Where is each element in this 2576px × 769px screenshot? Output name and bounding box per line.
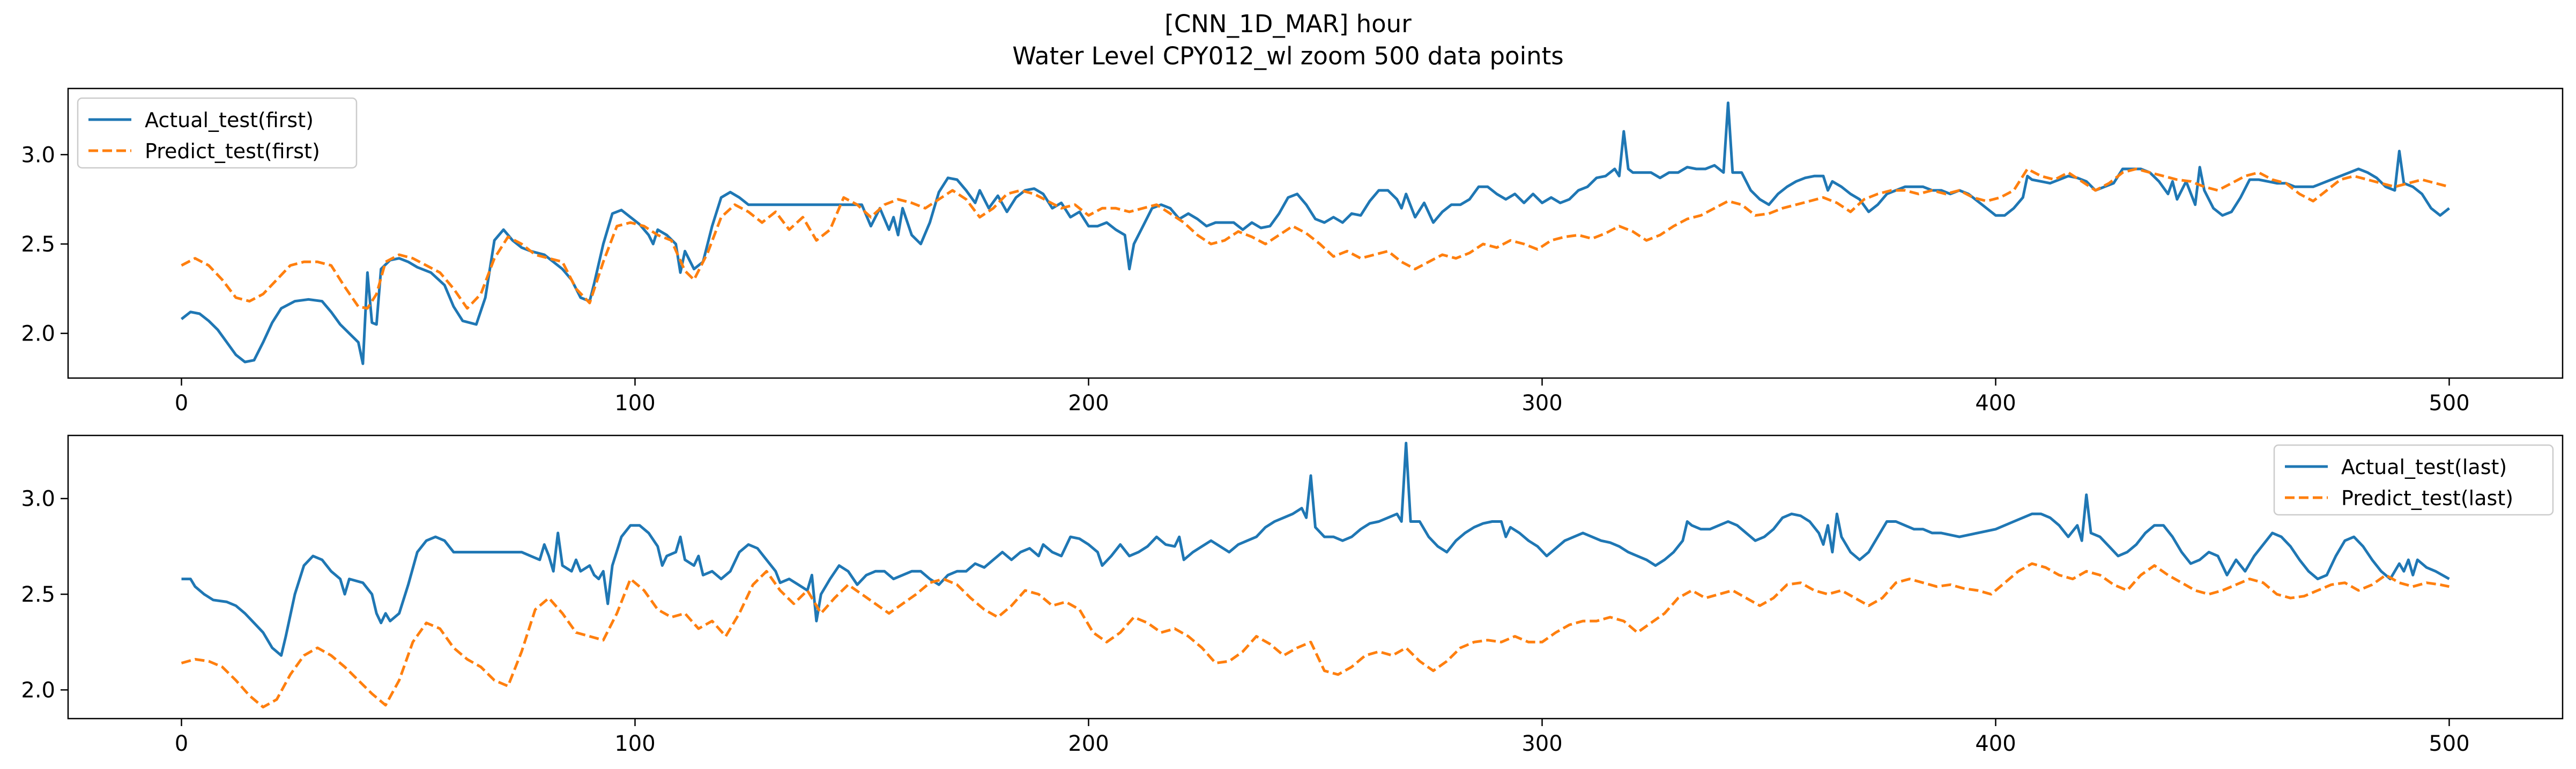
x-tick-label: 300: [1521, 731, 1562, 756]
legend-label: Actual_test(last): [2341, 455, 2507, 479]
series-line-predict: [181, 562, 2450, 709]
x-tick-label: 0: [175, 731, 188, 756]
y-tick-label: 2.0: [21, 322, 55, 346]
x-tick-label: 400: [1975, 391, 2016, 416]
x-tick-label: 200: [1068, 731, 1109, 756]
series-line-actual: [180, 101, 2451, 365]
legend-box: [77, 97, 358, 169]
legend-box: [2273, 444, 2554, 516]
figure-title-line1: [CNN_1D_MAR] hour: [1164, 10, 1412, 38]
series-line-predict: [181, 167, 2450, 310]
y-tick-label: 2.5: [21, 582, 55, 607]
x-tick-label: 100: [614, 391, 655, 416]
x-tick-label: 500: [2429, 391, 2469, 416]
top-subplot: 0 100 200 300 400 500 2.0 2.5 3.0 Actual_test(fir…: [21, 87, 2564, 416]
x-tick-label: 400: [1975, 731, 2016, 756]
bottom-subplot: 0 100 200 300 400 500 2.0 2.5 3.0 Actual_test(las…: [21, 434, 2564, 756]
legend-label: Predict_test(last): [2341, 486, 2513, 510]
series-line-actual: [181, 441, 2450, 657]
legend-label: Actual_test(first): [145, 108, 314, 132]
x-tick-label: 0: [175, 391, 188, 416]
axes-frame: [67, 87, 2564, 379]
x-tick-label: 100: [614, 731, 655, 756]
y-tick-label: 2.5: [21, 232, 55, 257]
y-tick-label: 2.0: [21, 678, 55, 703]
y-tick-label: 3.0: [21, 143, 55, 167]
legend-label: Predict_test(first): [145, 139, 320, 163]
axes-frame: [67, 434, 2564, 720]
y-tick-label: 3.0: [21, 487, 55, 512]
x-tick-label: 300: [1521, 391, 1562, 416]
figure-title-line2: Water Level CPY012_wl zoom 500 data poin…: [1012, 42, 1564, 70]
x-tick-label: 500: [2429, 731, 2469, 756]
x-tick-label: 200: [1068, 391, 1109, 416]
